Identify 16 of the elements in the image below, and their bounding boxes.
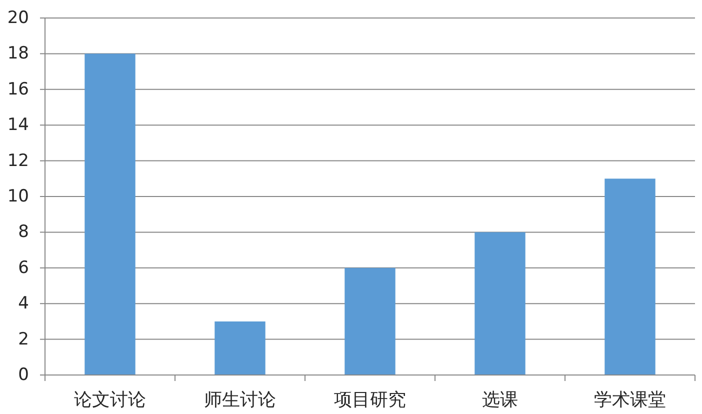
y-tick-label: 18	[7, 44, 29, 64]
y-tick-label: 6	[18, 258, 29, 278]
y-tick-label: 0	[18, 365, 29, 385]
y-tick-label: 20	[7, 8, 29, 28]
y-tick-label: 12	[7, 150, 29, 171]
x-tick-label: 师生讨论	[204, 390, 276, 410]
y-tick-label: 4	[18, 294, 29, 314]
x-tick-label: 论文讨论	[74, 390, 146, 410]
y-tick-label: 8	[18, 222, 29, 242]
x-tick-label: 项目研究	[334, 390, 406, 410]
y-tick-label: 14	[7, 115, 29, 136]
x-tick-label: 选课	[482, 390, 518, 410]
y-tick-label: 16	[7, 79, 29, 100]
x-tick-label: 学术课堂	[594, 390, 666, 410]
y-tick-label: 10	[7, 186, 29, 206]
y-tick-label: 2	[18, 329, 29, 350]
